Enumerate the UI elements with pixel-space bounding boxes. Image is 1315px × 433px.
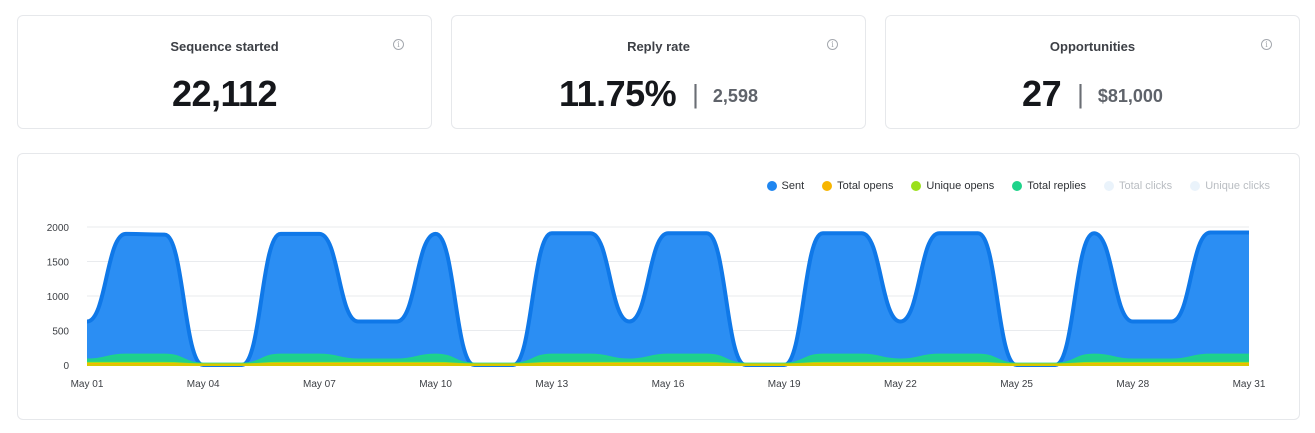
chart-legend: Sent Total opens Unique opens Total repl… xyxy=(766,180,1270,192)
stat-separator: | xyxy=(1077,78,1084,109)
chart-card xyxy=(17,153,1300,420)
legend-item-total-replies[interactable]: Total replies xyxy=(1012,180,1086,192)
stat-card-opportunities: Opportunities i 27 | $81,000 xyxy=(885,15,1300,129)
legend-item-total-opens[interactable]: Total opens xyxy=(822,180,893,192)
legend-label: Unique clicks xyxy=(1205,180,1270,192)
stat-card-sequence-started: Sequence started i 22,112 xyxy=(17,15,432,129)
stat-row: 27 | $81,000 xyxy=(886,72,1299,116)
legend-item-unique-clicks[interactable]: Unique clicks xyxy=(1190,180,1270,192)
legend-dot xyxy=(822,181,833,191)
legend-label: Sent xyxy=(781,180,805,192)
legend-dot xyxy=(1012,181,1023,191)
legend-item-sent[interactable]: Sent xyxy=(766,180,805,192)
legend-dot xyxy=(1104,181,1114,191)
stat-secondary-value: $81,000 xyxy=(1097,85,1163,106)
stat-value: 27 xyxy=(1022,73,1062,114)
stat-title: Sequence started xyxy=(170,39,279,54)
legend-dot xyxy=(766,181,777,191)
stat-value: 22,112 xyxy=(171,73,278,114)
info-icon[interactable]: i xyxy=(1261,39,1272,50)
stat-separator: | xyxy=(692,78,699,109)
legend-item-unique-opens[interactable]: Unique opens xyxy=(911,180,994,192)
legend-dot xyxy=(1190,181,1201,191)
stat-secondary-value: 2,598 xyxy=(712,85,758,106)
legend-label: Total replies xyxy=(1027,180,1086,192)
info-icon[interactable]: i xyxy=(827,39,838,50)
stat-title: Opportunities xyxy=(1049,39,1136,54)
stat-row: 22,112 xyxy=(18,72,431,116)
stat-card-reply-rate: Reply rate i 11.75% | 2,598 xyxy=(451,15,866,129)
stat-title: Reply rate xyxy=(627,39,690,54)
legend-label: Total opens xyxy=(837,180,894,192)
info-icon[interactable]: i xyxy=(393,39,404,50)
stat-value: 11.75% xyxy=(559,73,677,114)
stat-row: 11.75% | 2,598 xyxy=(452,72,865,116)
legend-item-total-clicks[interactable]: Total clicks xyxy=(1104,180,1172,192)
legend-label: Total clicks xyxy=(1119,180,1173,192)
legend-dot xyxy=(911,181,922,191)
legend-label: Unique opens xyxy=(926,180,995,192)
